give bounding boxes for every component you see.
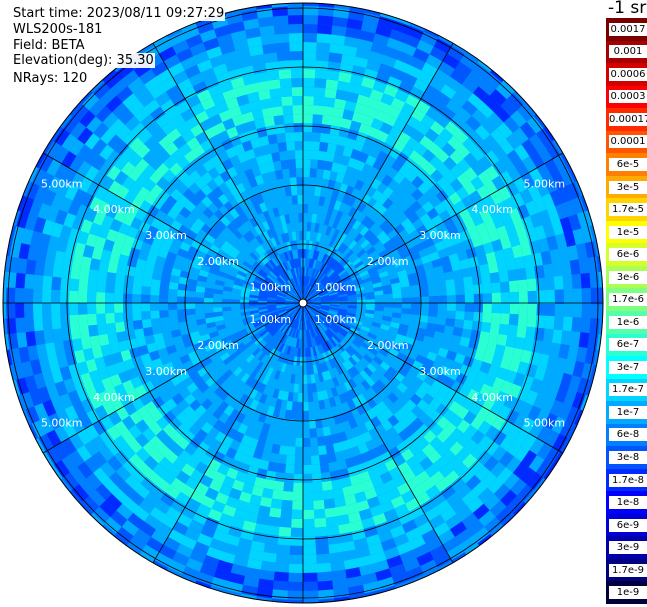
colorbar-label: 0.0006 bbox=[609, 67, 647, 81]
range-ring-label: 4.00km bbox=[93, 391, 135, 404]
range-ring-label: 3.00km bbox=[419, 365, 461, 378]
range-ring-label: 4.00km bbox=[471, 391, 513, 404]
range-ring-label: 1.00km bbox=[250, 281, 292, 294]
range-ring-label: 4.00km bbox=[471, 203, 513, 216]
range-ring-label: 1.00km bbox=[250, 313, 292, 326]
colorbar-label: 6e-5 bbox=[609, 158, 647, 171]
azimuth-line bbox=[302, 152, 564, 304]
range-ring-label: 1.00km bbox=[315, 281, 357, 294]
colorbar-label: 1.7e-6 bbox=[609, 293, 647, 307]
colorbar-label: 1.7e-5 bbox=[609, 203, 647, 217]
colorbar-label: 1e-5 bbox=[609, 225, 647, 239]
colorbar-label: 1e-6 bbox=[609, 315, 647, 329]
colorbar-label: 0.0001 bbox=[609, 135, 647, 149]
colorbar-label: 1.7e-7 bbox=[609, 383, 647, 397]
range-ring-label: 3.00km bbox=[145, 365, 187, 378]
colorbar-unit-title: -1 sr bbox=[608, 0, 647, 18]
range-ring-label: 3.00km bbox=[145, 229, 187, 242]
colorbar-label: 6e-9 bbox=[609, 518, 647, 532]
azimuth-line bbox=[152, 42, 304, 304]
azimuth-line bbox=[302, 302, 454, 564]
azimuth-line bbox=[302, 42, 454, 304]
range-ring-label: 2.00km bbox=[367, 339, 409, 352]
range-ring-label: 2.00km bbox=[367, 255, 409, 268]
range-ring-label: 4.00km bbox=[93, 203, 135, 216]
colorbar-label: 1.7e-9 bbox=[609, 563, 647, 577]
colorbar-label: 3e-7 bbox=[609, 360, 647, 374]
field-name: Field: BETA bbox=[12, 38, 86, 53]
range-ring-label: 2.00km bbox=[197, 255, 239, 268]
colorbar-label: 1e-7 bbox=[609, 405, 647, 419]
range-ring-label: 5.00km bbox=[523, 417, 565, 430]
radar-origin-marker bbox=[298, 298, 308, 308]
colorbar-label: 0.0003 bbox=[609, 90, 647, 104]
colorbar-label: 0.001 bbox=[609, 45, 647, 59]
range-ring-label: 1.00km bbox=[315, 313, 357, 326]
colorbar-label: 0.0017 bbox=[609, 22, 647, 36]
range-ring-label: 3.00km bbox=[419, 229, 461, 242]
range-ring-label: 5.00km bbox=[523, 177, 565, 190]
range-labels: 1.00km 1.00km 1.00km 1.00km 2.00km 2.00km 2.00… bbox=[41, 177, 565, 429]
instrument-name: WLS200s-181 bbox=[12, 22, 104, 37]
colorbar-label: 3e-8 bbox=[609, 451, 647, 464]
polar-grid bbox=[2, 2, 604, 604]
colorbar-label: 6e-6 bbox=[609, 248, 647, 262]
range-ring-label: 5.00km bbox=[41, 417, 83, 430]
colorbar-label: 3e-5 bbox=[609, 180, 647, 194]
elevation-angle: Elevation(deg): 35.30 bbox=[12, 53, 155, 68]
azimuth-line bbox=[152, 302, 304, 564]
colorbar-label: 6e-8 bbox=[609, 428, 647, 442]
colorbar-label: 1e-9 bbox=[609, 586, 647, 600]
ppi-scan-plot: 1.00km 1.00km 1.00km 1.00km 2.00km 2.00km 2.00… bbox=[2, 2, 604, 604]
azimuth-line bbox=[42, 302, 304, 454]
colorbar-label: 1.7e-8 bbox=[609, 473, 647, 487]
range-ring-label: 5.00km bbox=[41, 177, 83, 190]
azimuth-line bbox=[42, 152, 304, 304]
colorbar-label: 3e-9 bbox=[609, 541, 647, 555]
colorbar-label: 3e-6 bbox=[609, 270, 647, 284]
range-ring-label: 2.00km bbox=[197, 339, 239, 352]
colorbar-label: 6e-7 bbox=[609, 338, 647, 352]
azimuth-line bbox=[302, 302, 564, 454]
nrays-count: NRays: 120 bbox=[12, 71, 89, 86]
colorbar-label: 1e-8 bbox=[609, 496, 647, 510]
start-time: Start time: 2023/08/11 09:27:29 bbox=[12, 6, 226, 21]
colorbar bbox=[606, 18, 647, 605]
colorbar-label: 0.00017 bbox=[609, 112, 647, 126]
